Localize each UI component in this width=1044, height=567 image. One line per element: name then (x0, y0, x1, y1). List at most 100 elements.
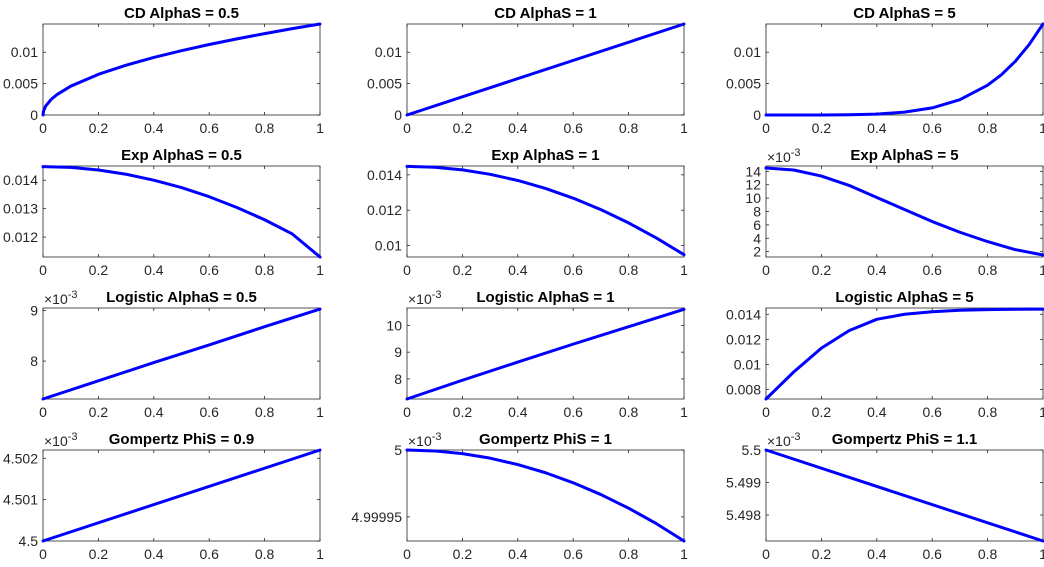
y-exponent-label: ×10-3 (408, 431, 442, 449)
y-tick-label: 0 (753, 107, 761, 123)
subplot-1: 0 0.2 0.4 0.6 0.8 1 0 0.005 0.01 CD AlphaS = 1 (367, 5, 688, 136)
series-line (41, 448, 322, 543)
x-tick-label: 1 (1039, 262, 1044, 278)
y-tick-label: 0.01 (734, 356, 761, 372)
x-tick-label: 0 (39, 404, 47, 420)
x-tick-label: 0.2 (89, 404, 109, 420)
y-tick-label: 4.501 (3, 492, 38, 508)
y-tick-label: 4 (753, 230, 761, 246)
y-tick-label: 8 (394, 371, 402, 387)
axes-box (406, 449, 685, 542)
x-tick-label: 0.8 (619, 120, 639, 136)
x-tick-label: 0.2 (812, 546, 832, 562)
series-line (405, 307, 686, 401)
x-tick-label: 0.2 (812, 404, 832, 420)
y-tick-label: 5.499 (726, 475, 761, 491)
subplot-title: CD AlphaS = 0.5 (124, 5, 239, 22)
x-tick-label: 0.2 (453, 546, 473, 562)
y-exponent-label: ×10-3 (408, 289, 442, 307)
y-tick-label: 8 (753, 204, 761, 220)
x-tick-label: 1 (680, 120, 688, 136)
y-tick-label: 0.01 (375, 238, 402, 254)
x-tick-label: 0.8 (255, 404, 275, 420)
subplot-11: 0 0.2 0.4 0.6 0.8 1 5.498 5.499 5.5 ×10-3 Gompertz… (726, 431, 1044, 562)
x-tick-label: 0.2 (812, 120, 832, 136)
subplot-4: 0 0.2 0.4 0.6 0.8 1 0.01 0.012 0.014 Exp AlphaS =… (367, 147, 688, 278)
x-tick-label: 0.8 (255, 262, 275, 278)
y-tick-label: 0.014 (726, 306, 761, 322)
subplot-title: Logistic AlphaS = 0.5 (106, 289, 257, 306)
x-tick-label: 0.2 (89, 546, 109, 562)
x-tick-label: 0.6 (199, 262, 219, 278)
y-tick-label: 9 (30, 303, 38, 319)
subplot-6: 0 0.2 0.4 0.6 0.8 1 8 9 ×10-3 Logistic AlphaS = 0… (30, 289, 324, 420)
y-tick-label: 4.5 (19, 533, 39, 549)
x-tick-label: 0.8 (255, 546, 275, 562)
x-tick-label: 0.2 (89, 262, 109, 278)
axes-box (765, 165, 1044, 258)
y-tick-label: 0.012 (367, 202, 402, 218)
y-tick-label: 5 (394, 442, 402, 458)
series-line (41, 165, 322, 259)
x-tick-label: 0.6 (563, 262, 583, 278)
y-tick-label: 0.012 (3, 229, 38, 245)
x-tick-label: 0.6 (922, 262, 942, 278)
series-line (41, 307, 322, 401)
y-exponent-label: ×10-3 (44, 431, 78, 449)
x-tick-label: 0.4 (144, 262, 164, 278)
subplot-0: 0 0.2 0.4 0.6 0.8 1 0 0.005 0.01 CD AlphaS = 0.5 (3, 5, 324, 136)
subplot-2: 0 0.2 0.4 0.6 0.8 1 0 0.005 0.01 CD AlphaS = 5 (726, 5, 1044, 136)
x-tick-label: 1 (316, 262, 324, 278)
subplot-8: 0 0.2 0.4 0.6 0.8 1 0.008 0.01 0.012 0.014 Logisti… (726, 289, 1044, 420)
x-tick-label: 0.8 (978, 404, 998, 420)
x-tick-label: 1 (316, 120, 324, 136)
x-tick-label: 0 (403, 262, 411, 278)
series-line (405, 448, 686, 543)
y-tick-label: 0 (394, 107, 402, 123)
y-exponent-label: ×10-3 (767, 431, 801, 449)
x-tick-label: 0 (39, 120, 47, 136)
series-line (41, 22, 322, 117)
y-tick-label: 4.502 (3, 450, 38, 466)
y-tick-label: 6 (753, 217, 761, 233)
axes-box (406, 165, 685, 258)
axes-box (42, 23, 321, 116)
x-tick-label: 0.2 (453, 120, 473, 136)
series-line (764, 448, 1044, 543)
series-line (764, 307, 1044, 401)
x-tick-label: 0.4 (508, 120, 528, 136)
x-tick-label: 0.4 (508, 546, 528, 562)
x-tick-label: 1 (316, 546, 324, 562)
subplot-title: CD AlphaS = 5 (853, 5, 955, 22)
series-line (764, 166, 1044, 257)
y-tick-label: 0 (30, 107, 38, 123)
series-line (405, 22, 686, 117)
subplot-title: Gompertz PhiS = 1.1 (832, 431, 977, 448)
x-tick-label: 0.4 (867, 120, 887, 136)
y-tick-label: 2 (753, 244, 761, 260)
subplot-10: 0 0.2 0.4 0.6 0.8 1 4.99995 5 ×10-3 Gompertz PhiS… (351, 431, 688, 562)
axes-box (765, 307, 1044, 400)
x-tick-label: 0 (403, 546, 411, 562)
x-tick-label: 0 (39, 546, 47, 562)
y-tick-label: 14 (745, 163, 761, 179)
x-tick-label: 0.6 (199, 120, 219, 136)
subplot-title: Gompertz PhiS = 0.9 (109, 431, 254, 448)
x-tick-label: 0 (762, 546, 770, 562)
x-tick-label: 1 (1039, 404, 1044, 420)
y-tick-label: 9 (394, 344, 402, 360)
y-tick-label: 0.014 (367, 167, 402, 183)
subplot-title: Exp AlphaS = 1 (491, 147, 599, 164)
y-tick-label: 10 (745, 190, 761, 206)
x-tick-label: 0.6 (563, 120, 583, 136)
x-tick-label: 0 (403, 120, 411, 136)
y-tick-label: 8 (30, 353, 38, 369)
axes-box (42, 165, 321, 258)
series-line (405, 164, 686, 257)
y-tick-label: 4.99995 (351, 509, 402, 525)
x-tick-label: 0.8 (619, 262, 639, 278)
y-tick-label: 10 (386, 317, 402, 333)
x-tick-label: 1 (680, 262, 688, 278)
